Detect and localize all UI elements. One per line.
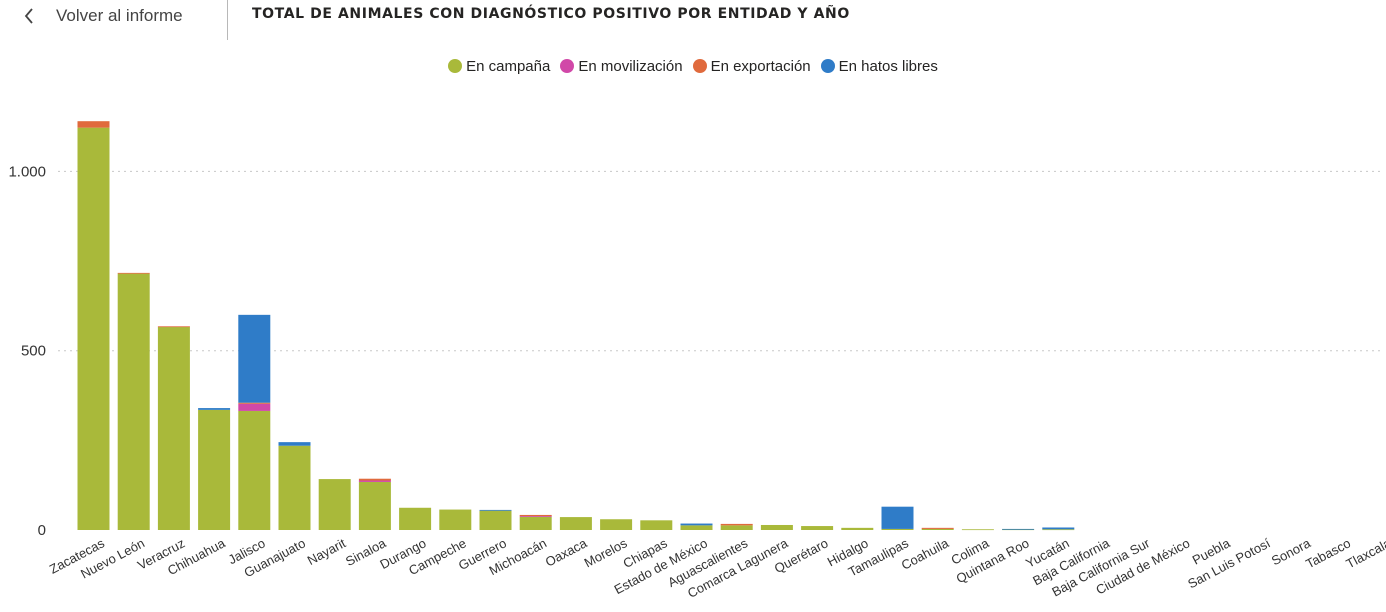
bar-segment[interactable] bbox=[720, 523, 753, 526]
legend-item[interactable]: En movilización bbox=[560, 57, 683, 75]
bar-segment[interactable] bbox=[358, 480, 391, 482]
bar-segment[interactable] bbox=[519, 516, 552, 530]
bar-segment[interactable] bbox=[77, 127, 110, 530]
bar-segment[interactable] bbox=[318, 479, 351, 530]
legend-marker bbox=[448, 59, 463, 73]
bar-segment[interactable] bbox=[760, 524, 793, 530]
bar-segment[interactable] bbox=[841, 527, 874, 530]
bar-segment[interactable] bbox=[77, 121, 110, 128]
chevron-left-icon bbox=[24, 8, 33, 24]
bar-segment[interactable] bbox=[399, 507, 432, 530]
legend-label: En movilización bbox=[578, 57, 683, 75]
x-tick-label: Tabasco bbox=[1303, 535, 1353, 571]
bar-segment[interactable] bbox=[439, 509, 472, 530]
legend-item[interactable]: En campaña bbox=[448, 58, 550, 75]
bar-segment[interactable] bbox=[238, 410, 271, 530]
bar-segment[interactable] bbox=[157, 326, 190, 328]
bar-segment[interactable] bbox=[921, 528, 954, 530]
back-to-report-button[interactable]: Volver al informe bbox=[18, 0, 183, 32]
header-divider bbox=[227, 0, 228, 40]
bar-segment[interactable] bbox=[680, 525, 713, 530]
x-tick-label: Nayarit bbox=[305, 535, 349, 568]
bar-segment[interactable] bbox=[559, 517, 592, 530]
x-tick-label: Coahuila bbox=[899, 535, 952, 573]
legend-item[interactable]: En hatos libres bbox=[820, 57, 938, 75]
bar-segment[interactable] bbox=[801, 526, 834, 530]
bar-segment[interactable] bbox=[519, 514, 552, 517]
bar-segment[interactable] bbox=[961, 529, 994, 531]
chart-title: TOTAL DE ANIMALES CON DIAGNÓSTICO POSITI… bbox=[252, 6, 850, 22]
x-tick-label: Morelos bbox=[582, 535, 630, 570]
bar-segment[interactable] bbox=[600, 519, 633, 530]
y-tick-label: 500 bbox=[21, 343, 46, 360]
bar-segment[interactable] bbox=[881, 528, 914, 530]
bar-segment[interactable] bbox=[921, 527, 954, 529]
header-bar: Volver al informe TOTAL DE ANIMALES CON … bbox=[0, 0, 1386, 40]
bar-segment[interactable] bbox=[1042, 527, 1075, 530]
y-tick-label: 1.000 bbox=[8, 163, 46, 180]
bar-segment[interactable] bbox=[117, 273, 150, 530]
bar-segment[interactable] bbox=[238, 403, 271, 411]
bar-segment[interactable] bbox=[358, 481, 391, 530]
x-tick-label: Oaxaca bbox=[543, 535, 590, 570]
bar-segment[interactable] bbox=[881, 506, 914, 529]
legend-marker bbox=[560, 59, 575, 73]
bar-segment[interactable] bbox=[1002, 528, 1035, 530]
bar-segment[interactable] bbox=[519, 516, 552, 517]
legend-item[interactable]: En exportación bbox=[692, 57, 811, 75]
legend-label: En exportación bbox=[710, 57, 811, 75]
bar-segment[interactable] bbox=[198, 409, 231, 530]
legend-marker bbox=[820, 59, 835, 73]
bar-segment[interactable] bbox=[640, 520, 673, 530]
bar-segment[interactable] bbox=[680, 523, 713, 526]
back-button-label: Volver al informe bbox=[56, 6, 183, 25]
bar-segment[interactable] bbox=[117, 272, 150, 274]
bar-segment[interactable] bbox=[358, 478, 391, 481]
bar-segment[interactable] bbox=[157, 327, 190, 530]
chart-legend: En campaña En movilización En exportación E… bbox=[0, 56, 1386, 76]
legend-marker bbox=[692, 59, 707, 73]
bar-segment[interactable] bbox=[479, 509, 512, 511]
legend-label: En hatos libres bbox=[838, 57, 938, 75]
bar-segment[interactable] bbox=[238, 314, 271, 403]
legend-label: En campaña bbox=[466, 57, 551, 75]
y-tick-label: 0 bbox=[38, 522, 46, 539]
bar-segment[interactable] bbox=[238, 402, 271, 404]
x-tick-label: Tlaxcala bbox=[1344, 535, 1386, 571]
bar-segment[interactable] bbox=[720, 525, 753, 530]
bar-segment[interactable] bbox=[479, 510, 512, 530]
bar-segment[interactable] bbox=[278, 445, 311, 530]
bar-segment[interactable] bbox=[1042, 529, 1075, 531]
bar-segment[interactable] bbox=[198, 408, 231, 410]
bar-segment[interactable] bbox=[278, 442, 311, 446]
